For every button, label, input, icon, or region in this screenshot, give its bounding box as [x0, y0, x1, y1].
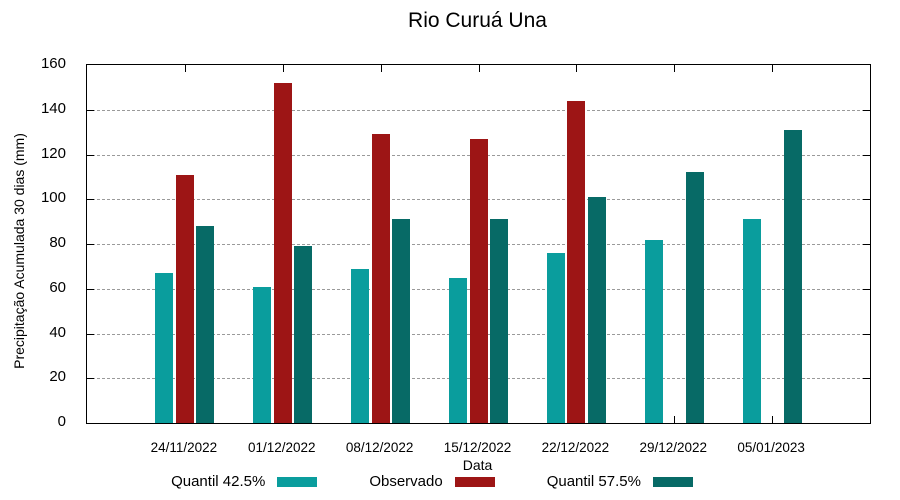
x-tick-label: 15/12/2022 [443, 440, 512, 455]
y-tick-mark [863, 244, 870, 245]
y-tick-mark [87, 244, 94, 245]
legend-item: Observado [369, 473, 495, 490]
y-tick-mark [87, 378, 94, 380]
bar-observado [469, 138, 488, 423]
x-tick-mark [184, 65, 186, 72]
legend-label: Quantil 57.5% [546, 473, 641, 490]
bar-observado [371, 134, 390, 423]
y-tick-mark [87, 199, 94, 201]
bar-quantil-57-5 [783, 129, 802, 423]
y-tick-mark [87, 288, 94, 290]
x-tick-label: 08/12/2022 [345, 440, 414, 455]
bar-observado [175, 174, 194, 423]
x-axis: 24/11/2022 01/12/2022 08/12/2022 15/12/2022… [86, 440, 869, 458]
gridline [87, 109, 870, 111]
y-tick-label: 160 [40, 55, 66, 72]
legend-label: Observado [369, 473, 443, 490]
y-tick-mark [863, 109, 870, 111]
y-tick-mark [863, 333, 870, 335]
bar-quantil-57-5 [294, 246, 313, 423]
x-tick-mark [380, 65, 382, 72]
y-tick-label: 20 [49, 368, 66, 386]
x-tick-mark [478, 65, 480, 72]
y-tick-label: 80 [49, 234, 66, 251]
y-axis: 0 20 40 60 80 100 120 140 160 [26, 55, 76, 430]
bar-quantil-42-5 [449, 277, 467, 423]
bar-quantil-42-5 [351, 268, 370, 423]
legend-swatch-icon [652, 476, 693, 487]
y-tick-label: 40 [49, 323, 66, 341]
y-tick-label: 0 [57, 413, 66, 430]
x-tick-label: 22/12/2022 [541, 440, 610, 455]
x-tick-label: 01/12/2022 [247, 440, 316, 455]
bar-quantil-57-5 [196, 226, 215, 423]
bar-quantil-57-5 [490, 219, 508, 423]
x-tick-label: 29/12/2022 [639, 440, 708, 455]
bar-observado [273, 82, 292, 423]
legend-swatch-icon [277, 476, 318, 487]
x-tick-mark [772, 65, 774, 72]
legend-swatch-icon [454, 476, 495, 487]
y-tick-label: 100 [40, 189, 66, 207]
legend-label: Quantil 42.5% [171, 473, 266, 490]
y-tick-label: 140 [40, 99, 66, 117]
bar-quantil-42-5 [644, 239, 663, 423]
x-tick-mark [576, 65, 578, 72]
x-tick-label: 05/01/2023 [737, 440, 805, 455]
legend-item: Quantil 42.5% [171, 473, 318, 490]
chart-title: Rio Curuá Una [408, 9, 547, 32]
y-axis-label: Precipitação Acumulada 30 dias (mm) [11, 133, 27, 369]
bar-quantil-42-5 [253, 286, 272, 423]
y-tick-label: 120 [40, 144, 66, 162]
y-tick-mark [863, 288, 870, 290]
x-axis-label: Data [462, 457, 493, 473]
x-tick-mark [282, 65, 284, 72]
x-tick-mark [674, 416, 676, 423]
bar-quantil-57-5 [685, 172, 704, 423]
y-tick-label: 60 [49, 278, 66, 296]
bar-quantil-42-5 [742, 219, 761, 423]
bar-observado [567, 100, 586, 423]
y-tick-mark [87, 109, 94, 111]
y-tick-mark [863, 154, 870, 156]
legend: Quantil 42.5% Observado Quantil 57.5% [0, 473, 882, 490]
plot-area [86, 64, 871, 424]
bar-quantil-57-5 [587, 197, 606, 423]
y-tick-mark [863, 199, 870, 201]
legend-item: Quantil 57.5% [547, 473, 693, 490]
bar-quantil-57-5 [392, 219, 411, 423]
bar-quantil-42-5 [155, 273, 174, 423]
x-tick-mark [674, 65, 676, 72]
x-tick-label: 24/11/2022 [150, 440, 218, 455]
y-tick-mark [863, 378, 870, 380]
y-tick-mark [87, 154, 94, 156]
x-tick-mark [772, 416, 774, 423]
bar-quantil-42-5 [546, 252, 565, 423]
y-tick-mark [87, 333, 94, 335]
